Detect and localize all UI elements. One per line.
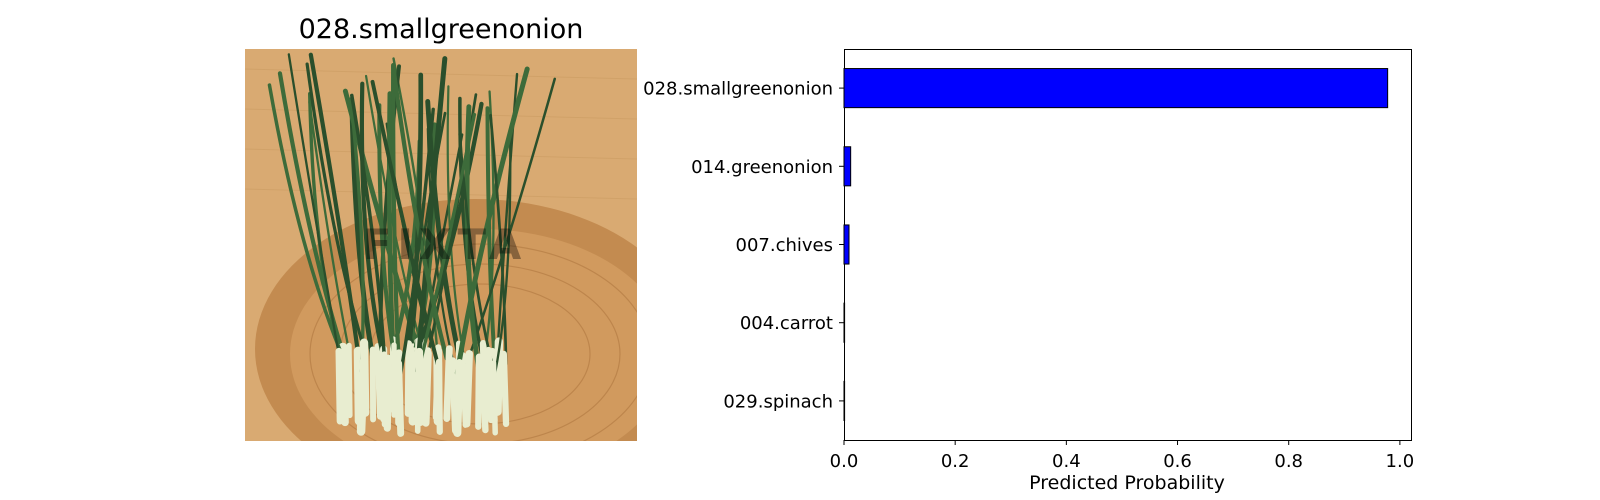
y-tick-label: 014.greenonion — [691, 157, 833, 178]
x-tick-label: 0.4 — [1052, 451, 1081, 472]
y-tick-labels: 028.smallgreenonion 014.greenonion 007.chi… — [643, 79, 844, 412]
x-tick-label: 0.0 — [830, 451, 859, 472]
bars — [843, 68, 1389, 421]
x-tick-label: 0.2 — [941, 451, 970, 472]
x-ticks: 0.0 0.2 0.4 0.6 0.8 1.0 — [830, 440, 1415, 472]
image-title: 028.smallgreenonion — [298, 14, 584, 45]
bar-028.smallgreenonion — [843, 68, 1389, 109]
x-axis-label: Predicted Probability — [1029, 472, 1225, 494]
bar-029.spinach — [843, 380, 846, 421]
bar-007.chives — [843, 224, 850, 265]
y-tick-label: 028.smallgreenonion — [643, 79, 833, 100]
x-tick-label: 1.0 — [1386, 451, 1415, 472]
y-tick-label: 007.chives — [736, 235, 834, 256]
onion-bunch — [267, 52, 556, 438]
y-tick-label: 029.spinach — [723, 391, 833, 412]
watermark: FIXTA — [363, 220, 528, 269]
x-tick-label: 0.6 — [1163, 451, 1192, 472]
y-tick-label: 004.carrot — [740, 313, 833, 334]
food-photo: FIXTA — [245, 49, 637, 441]
bar-004.carrot — [843, 302, 846, 343]
bar-014.greenonion — [843, 146, 852, 187]
x-tick-label: 0.8 — [1274, 451, 1303, 472]
